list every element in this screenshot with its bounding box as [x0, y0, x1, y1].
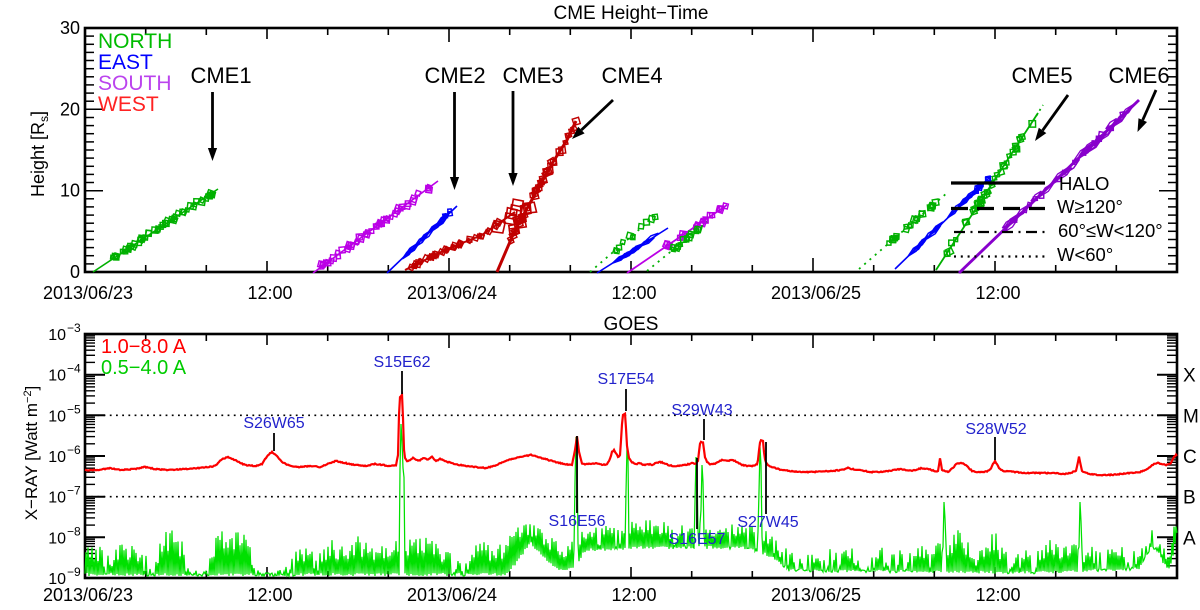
svg-text:S28W52: S28W52: [965, 421, 1026, 438]
svg-text:X−RAY [Watt m−2]: X−RAY [Watt m−2]: [22, 386, 41, 521]
svg-text:−4: −4: [67, 362, 81, 376]
svg-text:EAST: EAST: [98, 51, 153, 74]
svg-text:0: 0: [70, 262, 80, 282]
svg-text:10: 10: [48, 530, 66, 547]
svg-text:−9: −9: [67, 565, 81, 579]
svg-text:12:00: 12:00: [247, 283, 292, 303]
svg-text:−3: −3: [67, 321, 81, 335]
svg-text:2013/06/24: 2013/06/24: [407, 585, 497, 605]
svg-text:12:00: 12:00: [611, 283, 656, 303]
svg-text:CME4: CME4: [601, 63, 662, 88]
svg-text:SOUTH: SOUTH: [98, 72, 172, 95]
svg-text:−7: −7: [67, 484, 81, 498]
svg-text:S27W45: S27W45: [737, 514, 798, 531]
svg-text:20: 20: [60, 99, 80, 119]
svg-text:Height [Rs]: Height [Rs]: [28, 111, 51, 197]
svg-text:A: A: [1183, 528, 1196, 549]
svg-text:WEST: WEST: [98, 93, 159, 116]
svg-text:B: B: [1183, 488, 1196, 509]
svg-text:2013/06/25: 2013/06/25: [771, 283, 861, 303]
svg-text:−8: −8: [67, 524, 81, 538]
svg-text:12:00: 12:00: [975, 585, 1020, 605]
svg-text:30: 30: [60, 18, 80, 38]
svg-text:CME5: CME5: [1011, 63, 1072, 88]
svg-text:2013/06/23: 2013/06/23: [43, 585, 133, 605]
svg-text:C: C: [1183, 447, 1197, 468]
svg-text:CME Height−Time: CME Height−Time: [553, 3, 708, 24]
svg-text:CME1: CME1: [190, 63, 251, 88]
svg-text:2013/06/24: 2013/06/24: [407, 283, 497, 303]
svg-text:S26W65: S26W65: [243, 415, 304, 432]
svg-text:S29W43: S29W43: [671, 402, 732, 419]
svg-text:10: 10: [48, 571, 66, 588]
svg-text:HALO: HALO: [1059, 173, 1109, 194]
svg-text:M: M: [1183, 406, 1199, 427]
svg-text:NORTH: NORTH: [98, 30, 172, 53]
svg-text:S17E54: S17E54: [598, 371, 655, 388]
svg-text:W<60°: W<60°: [1057, 244, 1113, 265]
svg-text:−6: −6: [67, 443, 81, 457]
svg-text:S15E62: S15E62: [374, 354, 431, 371]
svg-text:60°≤W<120°: 60°≤W<120°: [1058, 220, 1163, 241]
svg-text:0.5−4.0 A: 0.5−4.0 A: [101, 357, 187, 379]
svg-text:S16E56: S16E56: [549, 513, 606, 530]
svg-text:10: 10: [48, 368, 66, 385]
svg-text:S16E57: S16E57: [669, 531, 726, 548]
svg-text:12:00: 12:00: [611, 585, 656, 605]
svg-text:CME6: CME6: [1108, 63, 1169, 88]
svg-text:10: 10: [48, 490, 66, 507]
svg-text:10: 10: [48, 408, 66, 425]
svg-text:2013/06/25: 2013/06/25: [771, 585, 861, 605]
svg-text:10: 10: [48, 449, 66, 466]
svg-text:CME3: CME3: [502, 63, 563, 88]
svg-text:W≥120°: W≥120°: [1057, 196, 1123, 217]
svg-text:2013/06/23: 2013/06/23: [43, 283, 133, 303]
svg-text:CME2: CME2: [424, 63, 485, 88]
svg-text:GOES: GOES: [604, 314, 659, 335]
svg-text:10: 10: [48, 327, 66, 344]
svg-text:12:00: 12:00: [247, 585, 292, 605]
svg-text:10: 10: [60, 181, 80, 201]
svg-text:12:00: 12:00: [975, 283, 1020, 303]
svg-text:1.0−8.0 A: 1.0−8.0 A: [101, 336, 187, 358]
svg-text:−5: −5: [67, 402, 81, 416]
svg-text:X: X: [1183, 366, 1196, 387]
